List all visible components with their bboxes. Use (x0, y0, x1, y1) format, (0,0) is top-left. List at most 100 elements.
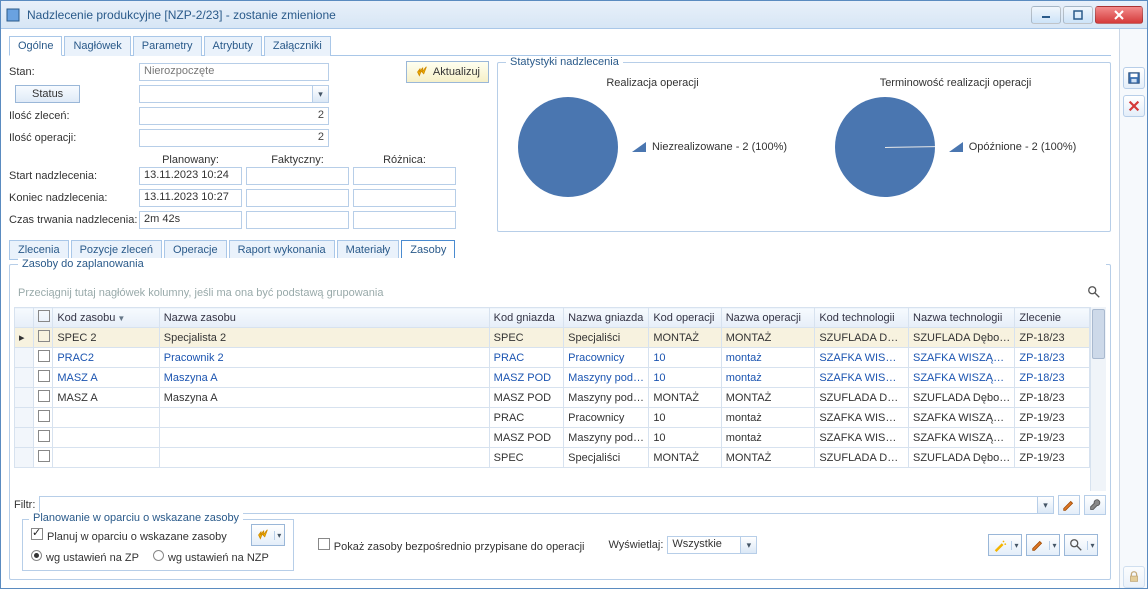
cell[interactable] (159, 448, 489, 468)
cell[interactable]: montaż (721, 428, 815, 448)
cell[interactable]: MASZ A (53, 368, 159, 388)
filter-edit-button[interactable] (1058, 495, 1080, 515)
row-checkbox[interactable] (34, 408, 53, 428)
cell[interactable] (159, 408, 489, 428)
cell[interactable]: MONTAŻ (649, 388, 721, 408)
cell[interactable]: MONTAŻ (721, 328, 815, 348)
close-button[interactable] (1095, 6, 1143, 24)
start-fakt[interactable] (246, 167, 349, 185)
cell[interactable]: Pracownicy (564, 408, 649, 428)
row-checkbox[interactable] (34, 328, 53, 348)
cell[interactable]: ZP-18/23 (1015, 348, 1090, 368)
cell[interactable]: ZP-19/23 (1015, 428, 1090, 448)
cell[interactable]: ZP-19/23 (1015, 408, 1090, 428)
koniec-plan[interactable]: 13.11.2023 10:27 (139, 189, 242, 207)
grid-group-hint[interactable]: Przeciągnij tutaj nagłówek kolumny, jeśl… (14, 279, 1082, 307)
table-row[interactable]: PRAC2Pracownik 2PRACPracownicy10montażSZ… (15, 348, 1090, 368)
cell[interactable]: MASZ POD (489, 428, 564, 448)
plan-action-button[interactable]: ▾ (251, 524, 285, 546)
cell[interactable] (53, 428, 159, 448)
cell[interactable]: MASZ A (53, 388, 159, 408)
cell[interactable]: SZAFKA WIS… (815, 408, 909, 428)
cell[interactable]: 10 (649, 428, 721, 448)
table-row[interactable]: MASZ AMaszyna AMASZ PODMaszyny pod…10mon… (15, 368, 1090, 388)
cell[interactable]: MONTAŻ (649, 448, 721, 468)
resources-grid[interactable]: Kod zasobu▼ Nazwa zasobu Kod gniazda Naz… (14, 307, 1090, 468)
btn-wand[interactable]: ▾ (988, 534, 1022, 556)
cell[interactable]: PRAC (489, 408, 564, 428)
col-nazwa-technologii[interactable]: Nazwa technologii (909, 308, 1015, 328)
start-plan[interactable]: 13.11.2023 10:24 (139, 167, 242, 185)
cell[interactable]: 10 (649, 408, 721, 428)
subtab-pozycje[interactable]: Pozycje zleceń (71, 240, 162, 260)
cell[interactable]: MONTAŻ (721, 448, 815, 468)
radio-nzp[interactable]: wg ustawień na NZP (153, 550, 269, 564)
cell[interactable]: SZAFKA WIS… (815, 348, 909, 368)
titlebar[interactable]: Nadzlecenie produkcyjne [NZP-2/23] - zos… (1, 1, 1147, 29)
cell[interactable]: ZP-18/23 (1015, 328, 1090, 348)
cell[interactable]: ZP-18/23 (1015, 368, 1090, 388)
subtab-zasoby[interactable]: Zasoby (401, 240, 455, 260)
grid-search-button[interactable] (1082, 285, 1106, 302)
cell[interactable]: SPEC (489, 448, 564, 468)
btn-zoom[interactable]: ▾ (1064, 534, 1098, 556)
radio-zp[interactable]: wg ustawień na ZP (31, 550, 139, 564)
cell[interactable]: MONTAŻ (721, 388, 815, 408)
table-row[interactable]: SPECSpecjaliściMONTAŻMONTAŻSZUFLADA D…SZ… (15, 448, 1090, 468)
cell[interactable]: Pracownicy (564, 348, 649, 368)
cell[interactable]: SZAFKA WIS… (815, 368, 909, 388)
cell[interactable]: montaż (721, 348, 815, 368)
table-row[interactable]: MASZ AMaszyna AMASZ PODMaszyny pod…MONTA… (15, 388, 1090, 408)
col-nazwa-operacji[interactable]: Nazwa operacji (721, 308, 815, 328)
status-dropdown[interactable]: ▾ (139, 85, 329, 103)
status-button[interactable]: Status (15, 85, 80, 103)
cell[interactable]: SZAFKA WIS… (815, 428, 909, 448)
save-button[interactable] (1123, 67, 1145, 89)
aktualizuj-button[interactable]: Aktualizuj (406, 61, 489, 83)
grid-scrollbar[interactable]: ▴ (1090, 307, 1106, 491)
subtab-operacje[interactable]: Operacje (164, 240, 227, 260)
minimize-button[interactable] (1031, 6, 1061, 24)
cell[interactable]: 10 (649, 348, 721, 368)
row-checkbox[interactable] (34, 348, 53, 368)
cell[interactable]: MASZ POD (489, 368, 564, 388)
cell[interactable]: SZAFKA WISZĄ… (909, 348, 1015, 368)
show-direct-checkbox[interactable]: Pokaż zasoby bezpośrednio przypisane do … (318, 538, 585, 553)
subtab-raport[interactable]: Raport wykonania (229, 240, 335, 260)
table-row[interactable]: MASZ PODMaszyny pod…10montażSZAFKA WIS…S… (15, 428, 1090, 448)
col-kod-gniazda[interactable]: Kod gniazda (489, 308, 564, 328)
col-nazwa-gniazda[interactable]: Nazwa gniazda (564, 308, 649, 328)
cell[interactable]: Maszyny pod… (564, 428, 649, 448)
tab-ogolne[interactable]: Ogólne (9, 36, 62, 56)
cell[interactable]: PRAC2 (53, 348, 159, 368)
cell[interactable] (53, 408, 159, 428)
cell[interactable]: Maszyny pod… (564, 368, 649, 388)
koniec-fakt[interactable] (246, 189, 349, 207)
cell[interactable]: SZUFLADA D… (815, 388, 909, 408)
row-checkbox[interactable] (34, 368, 53, 388)
tab-atrybuty[interactable]: Atrybuty (204, 36, 262, 56)
cell[interactable]: SZUFLADA Dębo… (909, 388, 1015, 408)
cell[interactable] (53, 448, 159, 468)
cell[interactable]: MASZ POD (489, 388, 564, 408)
cell[interactable]: Specjalista 2 (159, 328, 489, 348)
czas-plan[interactable]: 2m 42s (139, 211, 242, 229)
tab-zalaczniki[interactable]: Załączniki (264, 36, 331, 56)
cell[interactable] (159, 428, 489, 448)
cell[interactable]: montaż (721, 368, 815, 388)
cell[interactable]: SZAFKA WISZĄ… (909, 368, 1015, 388)
subtab-zlecenia[interactable]: Zlecenia (9, 240, 69, 260)
cell[interactable]: ZP-18/23 (1015, 388, 1090, 408)
cell[interactable]: SZUFLADA D… (815, 448, 909, 468)
cell[interactable]: ZP-19/23 (1015, 448, 1090, 468)
czas-fakt[interactable] (246, 211, 349, 229)
cell[interactable]: SZAFKA WISZĄ… (909, 428, 1015, 448)
cell[interactable]: MONTAŻ (649, 328, 721, 348)
cell[interactable]: SZUFLADA D… (815, 328, 909, 348)
cell[interactable]: 10 (649, 368, 721, 388)
lock-button[interactable] (1123, 566, 1145, 588)
cell[interactable]: Maszyna A (159, 368, 489, 388)
subtab-materialy[interactable]: Materiały (337, 240, 400, 260)
row-checkbox[interactable] (34, 448, 53, 468)
row-checkbox[interactable] (34, 388, 53, 408)
